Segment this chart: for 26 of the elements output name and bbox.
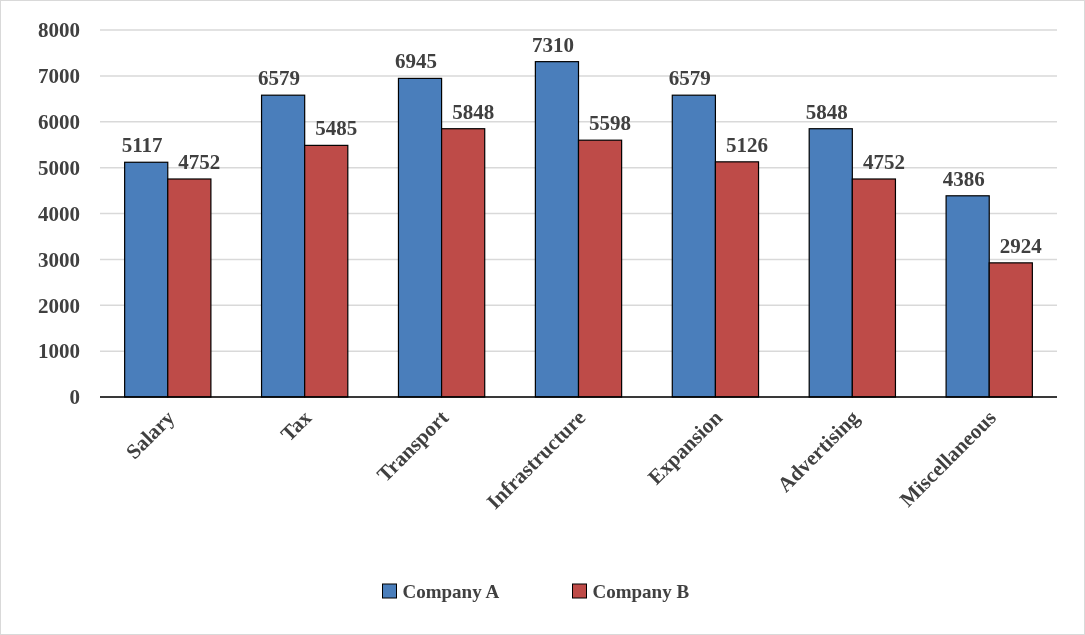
y-tick-label: 0	[69, 385, 80, 410]
data-label: 4752	[178, 150, 221, 174]
y-tick-label: 3000	[38, 247, 80, 272]
y-tick-label: 8000	[38, 18, 80, 43]
data-label: 6579	[258, 66, 301, 91]
data-label: 5485	[315, 116, 358, 141]
y-tick-label: 2000	[38, 293, 80, 318]
legend-label: Company A	[402, 581, 500, 602]
data-label: 5598	[589, 111, 632, 136]
data-label: 5848	[805, 99, 848, 124]
y-tick-label: 4000	[38, 201, 80, 226]
data-label: 4752	[862, 150, 905, 174]
data-label: 6579	[668, 66, 711, 91]
data-label: 5848	[452, 99, 495, 124]
data-label: 4386	[942, 166, 985, 191]
legend-label: Company B	[592, 581, 690, 602]
data-label: 5117	[121, 133, 163, 158]
y-tick-label: 5000	[38, 155, 80, 180]
data-label: 6945	[395, 49, 438, 74]
data-label: 7310	[531, 32, 574, 57]
y-tick-label: 7000	[38, 64, 80, 89]
x-tick-label: Tax	[275, 405, 317, 446]
data-label: 2924	[999, 233, 1043, 258]
data-label: 5126	[725, 132, 768, 157]
y-tick-label: 6000	[38, 110, 80, 135]
y-tick-label: 1000	[38, 339, 80, 364]
